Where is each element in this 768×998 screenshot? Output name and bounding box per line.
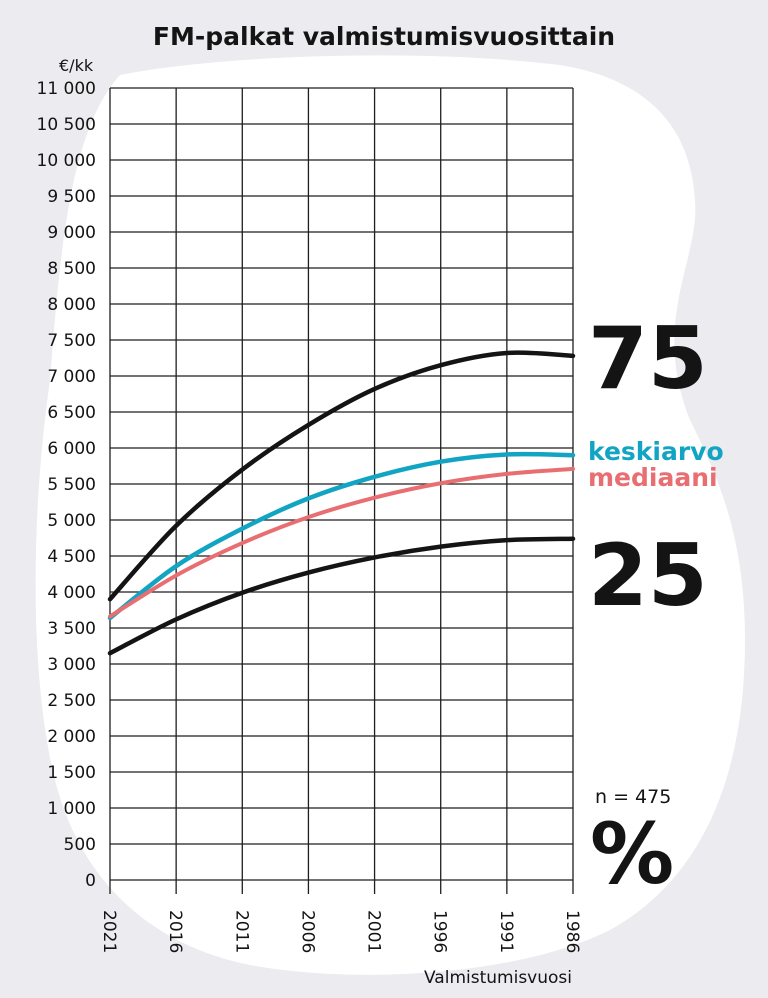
y-tick-label: 9 500 — [47, 187, 96, 207]
percentile-25-label: 25 — [588, 526, 708, 626]
x-axis-label: Valmistumisvuosi — [424, 968, 572, 988]
y-axis-unit: €/kk — [59, 56, 94, 75]
y-tick-label: 1 000 — [47, 799, 96, 819]
chart-title: FM-palkat valmistumisvuosittain — [152, 22, 616, 51]
x-tick-label: 1991 — [496, 910, 516, 953]
y-tick-label: 11 000 — [37, 79, 96, 99]
mean-label: keskiarvo — [588, 437, 724, 466]
y-tick-label: 3 000 — [47, 655, 96, 675]
x-tick-label: 2001 — [364, 910, 384, 953]
y-tick-label: 7 500 — [47, 331, 96, 351]
grid — [109, 87, 574, 894]
y-tick-label: 10 500 — [37, 115, 96, 135]
y-tick-label: 1 500 — [47, 763, 96, 783]
x-tick-label: 2021 — [99, 910, 119, 953]
y-tick-label: 2 000 — [47, 727, 96, 747]
y-tick-label: 3 500 — [47, 619, 96, 639]
y-tick-label: 4 500 — [47, 547, 96, 567]
sample-size-label: n = 475 — [595, 786, 672, 808]
percentile-75-label: 75 — [588, 309, 708, 409]
y-tick-label: 9 000 — [47, 223, 96, 243]
x-tick-label: 1996 — [430, 910, 450, 953]
series-line-median — [108, 466, 575, 619]
x-tick-labels: 2021 2016 2011 2006 2001 1996 1991 1986 — [99, 910, 582, 953]
y-tick-label: 5 500 — [47, 475, 96, 495]
y-tick-label: 10 000 — [37, 151, 96, 171]
y-tick-label: 7 000 — [47, 367, 96, 387]
y-tick-label: 8 500 — [47, 259, 96, 279]
x-tick-label: 2006 — [297, 910, 317, 953]
series-line-mean — [107, 451, 576, 621]
percent-symbol: % — [590, 805, 675, 903]
y-tick-label: 5 000 — [47, 511, 96, 531]
y-tick-labels: 0 500 1 000 1 500 2 000 2 500 3 000 3 500 4 000 4… — [37, 79, 96, 891]
y-tick-label: 4 000 — [47, 583, 96, 603]
y-tick-label: 6 000 — [47, 439, 96, 459]
median-label: mediaani — [588, 463, 718, 492]
x-tick-label: 2016 — [165, 910, 185, 953]
y-tick-label: 6 500 — [47, 403, 96, 423]
y-tick-label: 2 500 — [47, 691, 96, 711]
y-tick-label: 8 000 — [47, 295, 96, 315]
y-tick-label: 0 — [85, 871, 96, 891]
x-tick-label: 1986 — [562, 910, 582, 953]
series-line-p75 — [107, 350, 576, 602]
series-lines — [107, 350, 576, 656]
x-tick-label: 2011 — [231, 910, 251, 953]
background-blob — [35, 55, 745, 975]
series-line-p25 — [107, 536, 576, 656]
y-tick-label: 500 — [64, 835, 96, 855]
